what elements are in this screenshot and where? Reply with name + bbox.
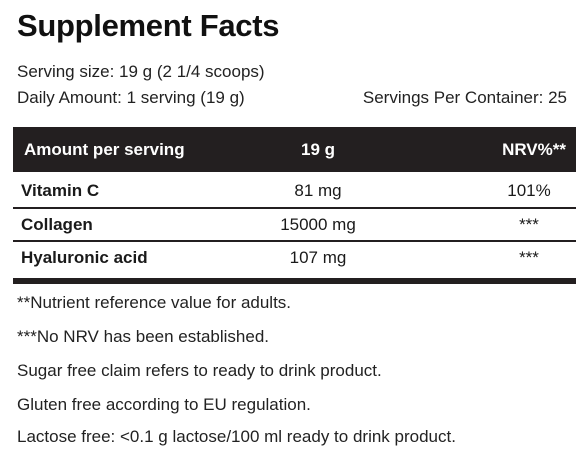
row-divider: [13, 240, 576, 242]
footnote-lactose-free: Lactose free: <0.1 g lactose/100 ml read…: [17, 427, 456, 446]
row-divider: [13, 207, 576, 209]
header-nrv: NRV%**: [502, 140, 566, 159]
ingredient-name: Vitamin C: [21, 181, 100, 200]
servings-per-container: Servings Per Container: 25: [362, 88, 567, 107]
table-row: Collagen 15000 mg ***: [13, 208, 576, 242]
table-row: Hyaluronic acid 107 mg ***: [13, 241, 576, 275]
ingredient-nrv: ***: [519, 215, 539, 234]
ingredient-quantity: 15000 mg: [280, 215, 356, 234]
table-row: Vitamin C 81 mg 101%: [13, 174, 576, 208]
daily-amount: Daily Amount: 1 serving (19 g): [17, 88, 245, 107]
header-amount-per-serving: Amount per serving: [24, 140, 185, 159]
footnote-gluten-free: Gluten free according to EU regulation.: [17, 395, 311, 414]
ingredient-quantity: 107 mg: [289, 248, 347, 267]
ingredient-nrv: ***: [519, 248, 539, 267]
footnote-nrv-adults: **Nutrient reference value for adults.: [17, 293, 292, 312]
header-quantity: 19 g: [301, 140, 336, 159]
serving-size: Serving size: 19 g (2 1/4 scoops): [17, 62, 265, 81]
footnote-no-nrv: ***No NRV has been established.: [17, 327, 270, 346]
ingredient-quantity: 81 mg: [294, 181, 342, 200]
table-header: Amount per serving 19 g NRV%**: [13, 127, 576, 172]
ingredient-name: Collagen: [21, 215, 93, 234]
table-bottom-rule: [13, 278, 576, 284]
footnote-sugar-free: Sugar free claim refers to ready to drin…: [17, 361, 382, 380]
page-title: Supplement Facts: [17, 8, 280, 43]
ingredient-name: Hyaluronic acid: [21, 248, 148, 267]
ingredient-nrv: 101%: [507, 181, 551, 200]
